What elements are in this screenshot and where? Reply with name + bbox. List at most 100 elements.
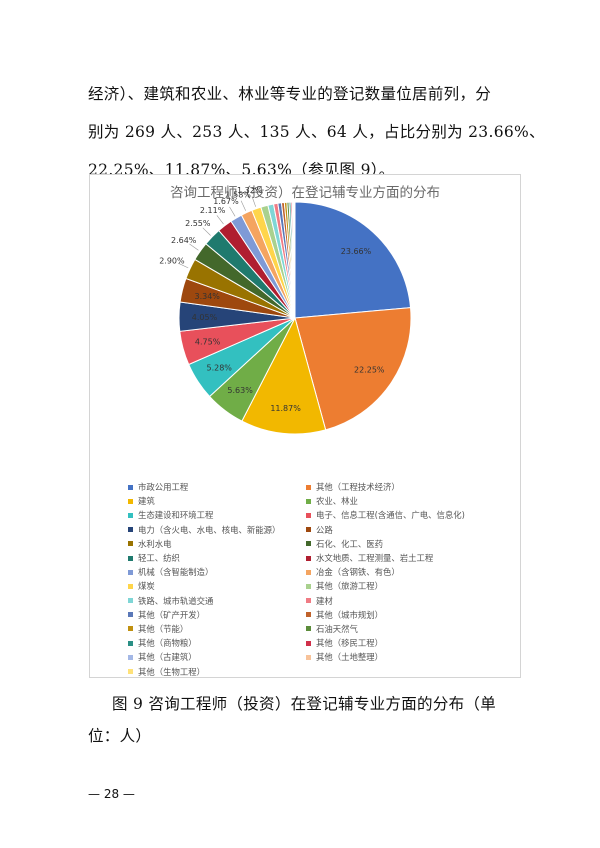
legend-item: 电子、信息工程(含通信、广电、信息化) bbox=[306, 508, 506, 522]
legend-swatch bbox=[128, 512, 133, 518]
legend-swatch bbox=[306, 626, 311, 632]
legend-label: 建筑 bbox=[138, 496, 155, 507]
pie-slice bbox=[241, 316, 327, 435]
legend-item: 其他（工程技术经济） bbox=[306, 480, 506, 494]
legend-item: 铁路、城市轨道交通 bbox=[128, 594, 306, 608]
legend-item: 其他（商物粮） bbox=[128, 636, 306, 650]
legend-swatch bbox=[128, 498, 133, 504]
pie-chart-figure: 咨询工程师（投资）在登记辅专业方面的分布 23.66% 22.25% 11.87% 5… bbox=[89, 174, 521, 678]
legend-swatch bbox=[306, 654, 311, 660]
legend-label: 其他（城市规划） bbox=[316, 609, 383, 620]
legend-label: 其他（商物粮） bbox=[138, 638, 197, 649]
pie-slice bbox=[293, 201, 296, 319]
slice-label: 1.67% bbox=[213, 197, 239, 206]
legend-label: 其他（生物工程） bbox=[138, 666, 205, 677]
legend-item: 其他（旅游工程） bbox=[306, 579, 506, 593]
legend-label: 电子、信息工程(含通信、广电、信息化) bbox=[316, 510, 465, 521]
slice-label: 2.64% bbox=[171, 236, 197, 245]
legend-item: 石油天然气 bbox=[306, 622, 506, 636]
body-line: 经济）、建筑和农业、林业等专业的登记数量位居前列，分 bbox=[88, 85, 492, 103]
legend-swatch bbox=[306, 598, 311, 604]
legend-item: 公路 bbox=[306, 523, 506, 537]
legend-label: 石化、化工、医药 bbox=[316, 538, 383, 549]
legend-label: 其他（移民工程） bbox=[316, 638, 383, 649]
legend-item: 水文地质、工程测量、岩土工程 bbox=[306, 551, 506, 565]
legend-item: 建材 bbox=[306, 594, 506, 608]
legend-item: 其他（移民工程） bbox=[306, 636, 506, 650]
legend-item: 煤炭 bbox=[128, 579, 306, 593]
legend-item: 其他（城市规划） bbox=[306, 608, 506, 622]
legend-label: 市政公用工程 bbox=[138, 482, 189, 493]
legend-label: 其他（古建筑） bbox=[138, 652, 197, 663]
leader-line bbox=[189, 243, 199, 251]
legend-label: 轻工、纺织 bbox=[138, 553, 180, 564]
leader-line bbox=[229, 206, 236, 217]
legend-item: 其他（古建筑） bbox=[128, 650, 306, 664]
legend-item: 市政公用工程 bbox=[128, 480, 306, 494]
legend-swatch bbox=[306, 569, 311, 575]
legend-label: 其他（旅游工程） bbox=[316, 581, 383, 592]
legend-swatch bbox=[128, 612, 133, 618]
legend-swatch bbox=[306, 612, 311, 618]
slice-label: 2.90% bbox=[159, 256, 185, 265]
caption-line: 图 9 咨询工程师（投资）在登记辅专业方面的分布（单 bbox=[112, 695, 497, 713]
legend-item: 其他（矿产开发） bbox=[128, 608, 306, 622]
legend-swatch bbox=[128, 541, 133, 547]
slice-label: 3.34% bbox=[194, 292, 220, 301]
slice-label: 2.11% bbox=[200, 206, 226, 215]
leader-line bbox=[251, 196, 256, 207]
legend-item: 石化、化工、医药 bbox=[306, 537, 506, 551]
legend-label: 生态建设和环境工程 bbox=[138, 510, 214, 521]
legend-item: 建筑 bbox=[128, 494, 306, 508]
legend-label: 机械（含智能制造） bbox=[138, 567, 214, 578]
legend-item: 机械（含智能制造） bbox=[128, 565, 306, 579]
pie-slice bbox=[294, 201, 412, 319]
legend-item: 其他（土地整理） bbox=[306, 650, 506, 664]
slice-label: 11.87% bbox=[270, 404, 301, 413]
leader-line bbox=[202, 227, 211, 236]
leader-line bbox=[240, 200, 246, 211]
legend-swatch bbox=[128, 669, 133, 675]
legend-label: 石油天然气 bbox=[316, 623, 358, 634]
legend-swatch bbox=[128, 569, 133, 575]
pie-chart: 23.66% 22.25% 11.87% 5.63% 5.28% 4.75% 4.05% 3.… bbox=[159, 186, 412, 435]
legend-swatch bbox=[306, 640, 311, 646]
slice-label: 5.63% bbox=[227, 386, 253, 395]
slice-label: 1.32% bbox=[237, 186, 263, 195]
legend-swatch bbox=[306, 498, 311, 504]
slice-label: 5.28% bbox=[206, 363, 232, 372]
legend-label: 农业、林业 bbox=[316, 496, 358, 507]
legend-swatch bbox=[128, 527, 133, 533]
leader-line bbox=[216, 215, 224, 225]
legend-item: 冶金（含钢铁、有色） bbox=[306, 565, 506, 579]
legend-swatch bbox=[306, 583, 311, 589]
leader-line bbox=[178, 262, 189, 269]
legend-label: 煤炭 bbox=[138, 581, 155, 592]
legend-swatch bbox=[128, 598, 133, 604]
legend-item: 轻工、纺织 bbox=[128, 551, 306, 565]
legend-label: 电力（含火电、水电、核电、新能源） bbox=[138, 524, 281, 535]
legend-swatch bbox=[128, 640, 133, 646]
legend-swatch bbox=[128, 583, 133, 589]
legend-swatch bbox=[306, 555, 311, 561]
figure-caption: 图 9 咨询工程师（投资）在登记辅专业方面的分布（单 位：人） bbox=[88, 688, 528, 752]
slice-label: 22.25% bbox=[354, 366, 385, 375]
body-paragraph: 经济）、建筑和农业、林业等专业的登记数量位居前列，分 别为 269 人、253 … bbox=[88, 78, 545, 186]
legend-label: 其他（土地整理） bbox=[316, 652, 383, 663]
slice-label: 23.66% bbox=[341, 247, 372, 256]
legend-label: 其他（工程技术经济） bbox=[316, 482, 400, 493]
slice-label: 4.75% bbox=[195, 338, 221, 347]
legend-label: 水文地质、工程测量、岩土工程 bbox=[316, 553, 434, 564]
legend-label: 其他（矿产开发） bbox=[138, 609, 205, 620]
legend-item: 其他（节能） bbox=[128, 622, 306, 636]
chart-legend: 市政公用工程 其他（工程技术经济） 建筑 农业、林业生态建设和环境工程 电子、信息工程(… bbox=[128, 480, 508, 679]
legend-item: 生态建设和环境工程 bbox=[128, 508, 306, 522]
legend-label: 其他（节能） bbox=[138, 623, 189, 634]
legend-label: 铁路、城市轨道交通 bbox=[138, 595, 214, 606]
slice-label: 4.05% bbox=[192, 313, 218, 322]
legend-item: 农业、林业 bbox=[306, 494, 506, 508]
slice-label: 2.55% bbox=[185, 219, 211, 228]
legend-label: 公路 bbox=[316, 524, 333, 535]
legend-swatch bbox=[128, 654, 133, 660]
body-line: 别为 269 人、253 人、135 人、64 人，占比分别为 23.66%、 bbox=[88, 123, 545, 141]
